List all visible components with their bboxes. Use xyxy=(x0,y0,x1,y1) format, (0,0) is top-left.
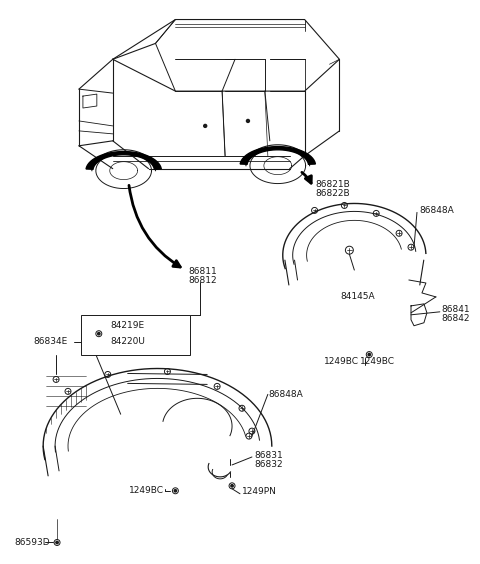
Text: 86812: 86812 xyxy=(188,275,217,284)
Text: 86848A: 86848A xyxy=(419,206,454,215)
Circle shape xyxy=(174,490,177,492)
Circle shape xyxy=(231,484,233,487)
Text: 86821B: 86821B xyxy=(315,180,350,189)
Text: 84220U: 84220U xyxy=(111,337,145,346)
Circle shape xyxy=(246,120,250,122)
Text: 86811: 86811 xyxy=(188,267,217,276)
Polygon shape xyxy=(86,152,161,169)
Text: 1249PN: 1249PN xyxy=(242,487,277,496)
Text: 1249BC: 1249BC xyxy=(360,357,396,366)
Polygon shape xyxy=(240,147,315,164)
Text: 84219E: 84219E xyxy=(111,321,145,331)
Text: 1249BC: 1249BC xyxy=(129,486,164,495)
Text: 86834E: 86834E xyxy=(33,337,68,346)
Text: 1249BC: 1249BC xyxy=(324,357,360,366)
Circle shape xyxy=(204,125,207,127)
Text: 86822B: 86822B xyxy=(315,189,350,198)
Text: 86832: 86832 xyxy=(254,460,283,469)
Text: 86841: 86841 xyxy=(442,305,470,314)
Circle shape xyxy=(368,354,371,356)
Text: 84145A: 84145A xyxy=(340,292,375,301)
Text: 86848A: 86848A xyxy=(269,390,303,399)
FancyBboxPatch shape xyxy=(81,315,190,355)
Text: 86831: 86831 xyxy=(254,452,283,460)
Text: 86593D: 86593D xyxy=(14,538,50,547)
Circle shape xyxy=(97,333,100,335)
Text: 86842: 86842 xyxy=(442,314,470,323)
Circle shape xyxy=(56,541,58,544)
